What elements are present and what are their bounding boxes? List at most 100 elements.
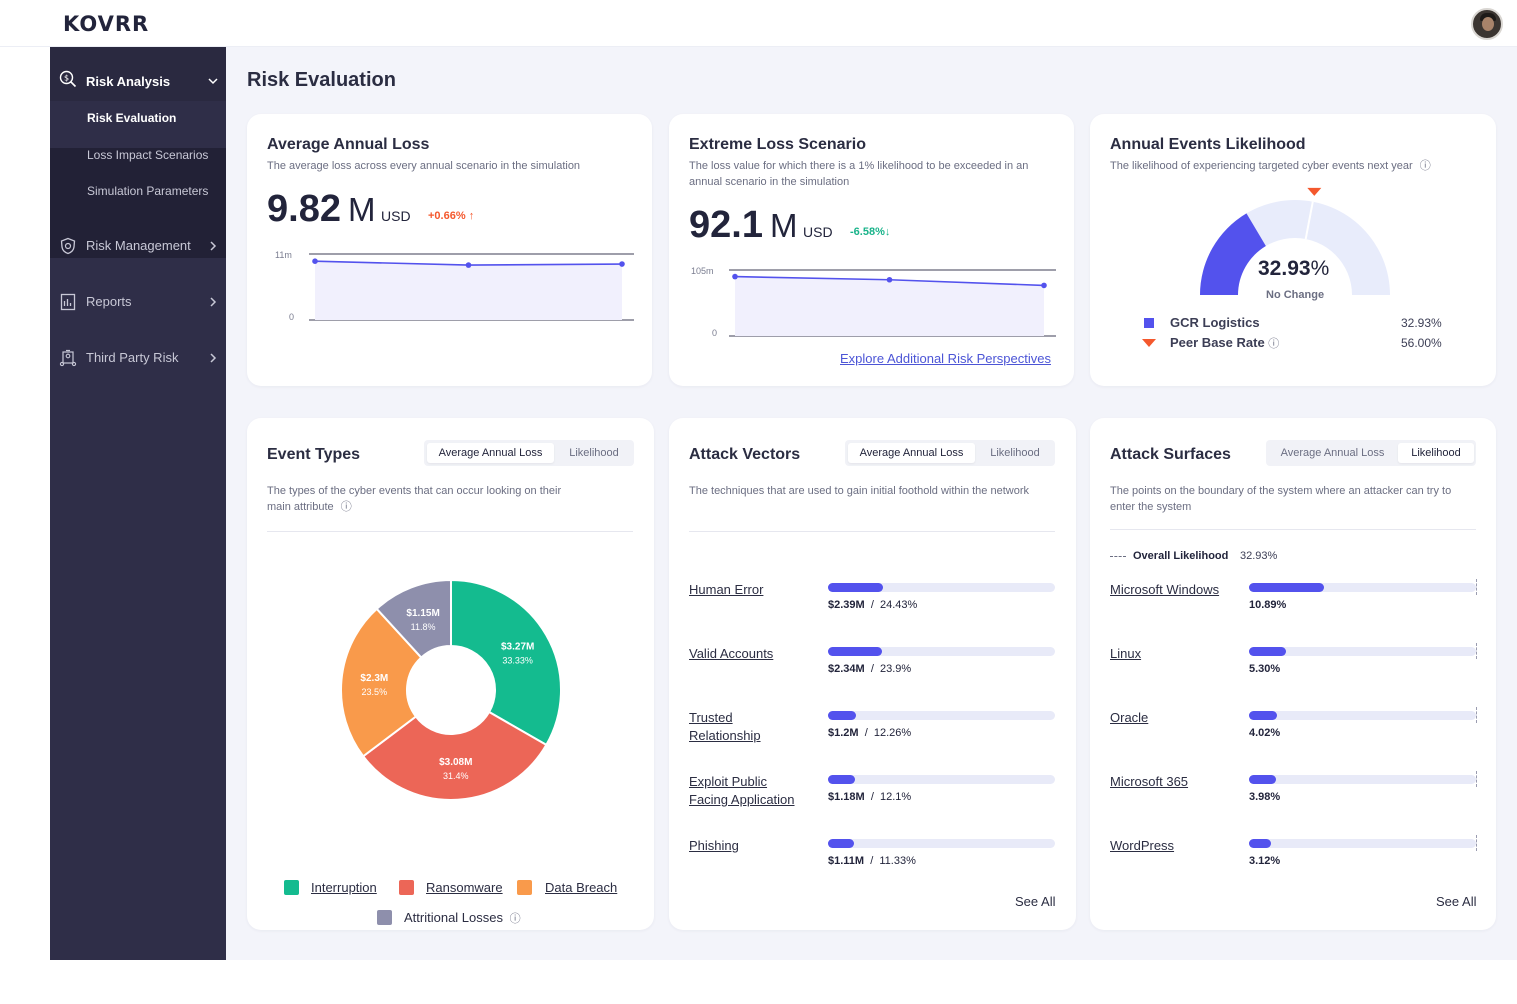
row-pct: 11.33% [879, 855, 916, 867]
gcr-logistics-value: 32.93% [1401, 316, 1442, 330]
row-value: $1.18M / 12.1% [828, 791, 912, 803]
data-point [732, 273, 738, 280]
legend-interruption[interactable]: Interruption [311, 880, 377, 895]
sidebar: $ Risk Analysis Risk Evaluation Loss Imp… [50, 47, 226, 960]
nav-section-risk-management[interactable]: Risk Management [50, 228, 226, 264]
donut-slice-interruption [450, 578, 562, 747]
nav-section-third-party-risk[interactable]: Third Party Risk [50, 340, 226, 376]
row-pct: 24.43% [879, 599, 918, 611]
info-icon[interactable]: ⓘ [340, 501, 352, 513]
extreme-loss-scenario-card: Extreme Loss Scenario The loss value for… [669, 114, 1074, 386]
bar-track [828, 775, 1055, 784]
see-all-link[interactable]: See All [1015, 894, 1056, 909]
card-description: The average loss across every annual sce… [267, 160, 581, 172]
info-icon[interactable]: ⓘ [509, 913, 521, 925]
attack-surface-microsoft-365[interactable]: Microsoft 365 [1110, 773, 1188, 791]
legend-attritional-losses-swatch [377, 910, 392, 925]
sidebar-item-simulation-parameters[interactable]: Simulation Parameters [50, 173, 226, 209]
toggle-likelihood[interactable]: Likelihood [569, 447, 619, 459]
card-title: Event Types [267, 446, 361, 463]
nav-section-reports[interactable]: Reports [50, 284, 226, 320]
card-title: Annual Events Likelihood [1110, 136, 1306, 153]
legend-data-breach-swatch [517, 880, 532, 895]
bar-track [1249, 839, 1476, 848]
row-pct: 4.02% [1249, 727, 1281, 739]
row-amount: $1.11M [828, 855, 865, 867]
legend-interruption-swatch [284, 880, 299, 895]
bar-fill [828, 775, 856, 784]
attack-surface-linux[interactable]: Linux [1110, 645, 1141, 663]
likelihood-unit: % [1310, 257, 1330, 280]
attack-surface-microsoft-windows[interactable]: Microsoft Windows [1110, 581, 1219, 599]
attack-vector-human-error[interactable]: Human Error [689, 581, 763, 599]
toggle-likelihood[interactable]: Likelihood [990, 447, 1040, 459]
shield-icon [60, 237, 76, 255]
main-content: Risk Evaluation Average Annual Loss The … [226, 47, 1517, 960]
nav-section-risk-analysis[interactable]: $ Risk Analysis [50, 47, 226, 101]
legend-ransomware[interactable]: Ransomware [426, 880, 503, 895]
avatar-face [1482, 17, 1494, 31]
row-label: WordPress [1110, 838, 1175, 853]
els-value: 92.1 [689, 204, 763, 246]
dollar-search-icon: $ [59, 70, 77, 88]
attack-vectors-metric-toggle: Average Annual Loss Likelihood [845, 440, 1055, 466]
toggle-average-annual-loss[interactable]: Average Annual Loss [427, 443, 554, 463]
explore-risk-perspectives-link[interactable]: Explore Additional Risk Perspectives [840, 351, 1051, 366]
likelihood-number: 32.93 [1258, 257, 1311, 280]
row-pct: 3.12% [1249, 855, 1281, 867]
legend-data-breach[interactable]: Data Breach [545, 880, 618, 895]
bar-track [1249, 647, 1476, 656]
event-types-card: Event Types Average Annual Loss Likeliho… [247, 418, 654, 930]
legend-attritional-losses: Attritional Losses ⓘ [404, 910, 521, 926]
row-pct: 12.1% [879, 791, 912, 803]
data-point [312, 258, 318, 264]
event-types-metric-toggle: Average Annual Loss Likelihood [424, 440, 634, 466]
aal-trend-chart [309, 253, 634, 321]
overall-likelihood-value: 32.93% [1240, 550, 1278, 562]
els-unit: M [770, 207, 798, 244]
sidebar-item-loss-impact-scenarios[interactable]: Loss Impact Scenarios [50, 137, 226, 173]
donut-pct-label: 31.4% [443, 771, 469, 781]
attack-vector-exploit-public-facing-application[interactable]: Exploit Public Facing Application [689, 773, 795, 809]
overall-likelihood-marker [1476, 835, 1477, 851]
bar-track [1249, 583, 1476, 592]
annual-events-likelihood-card: Annual Events Likelihood The likelihood … [1090, 114, 1496, 386]
info-icon[interactable]: ⓘ [1419, 160, 1431, 172]
card-description-line-1: The types of the cyber events that can o… [267, 485, 562, 497]
toggle-average-annual-loss[interactable]: Average Annual Loss [848, 443, 975, 463]
sidebar-item-label: Simulation Parameters [87, 184, 209, 198]
attack-vector-valid-accounts[interactable]: Valid Accounts [689, 645, 773, 663]
row-pct: 23.9% [879, 663, 912, 675]
nav-risk-analysis-label: Risk Analysis [86, 74, 171, 89]
row-pct: 5.30% [1249, 663, 1281, 675]
attack-vector-trusted-relationship[interactable]: Trusted Relationship [689, 709, 761, 745]
svg-text:$: $ [64, 74, 69, 83]
overall-likelihood-marker [1476, 771, 1477, 787]
attack-vector-phishing[interactable]: Phishing [689, 837, 739, 855]
gauge-peer-marker-line [1304, 201, 1314, 240]
row-value: $2.34M / 23.9% [828, 663, 912, 675]
row-label-line-1: Valid Accounts [689, 646, 774, 661]
row-label-line-2: Relationship [689, 728, 761, 743]
overall-likelihood-marker [1476, 579, 1477, 595]
bar-fill [828, 839, 854, 848]
see-all-link[interactable]: See All [1436, 894, 1477, 909]
aal-value: 9.82 [267, 188, 341, 230]
sidebar-item-risk-evaluation[interactable]: Risk Evaluation [50, 100, 226, 136]
kovrr-logo[interactable]: KOVRR [63, 12, 150, 36]
toggle-average-annual-loss[interactable]: Average Annual Loss [1280, 447, 1385, 459]
attack-surface-oracle[interactable]: Oracle [1110, 709, 1148, 727]
donut-slice-data-breach [340, 607, 423, 758]
user-avatar[interactable] [1471, 8, 1503, 40]
donut-pct-label: 11.8% [411, 622, 436, 632]
bar-fill [1249, 839, 1271, 848]
donut-value-label: $3.27M [501, 641, 534, 652]
info-icon[interactable]: ⓘ [1268, 338, 1280, 350]
attack-surface-wordpress[interactable]: WordPress [1110, 837, 1174, 855]
aal-unit: M [348, 191, 376, 228]
y-axis-min-label: 0 [289, 312, 295, 322]
y-axis-min-label: 0 [712, 328, 718, 338]
toggle-likelihood[interactable]: Likelihood [1398, 443, 1474, 463]
bar-fill [828, 647, 883, 656]
third-party-icon [59, 349, 77, 367]
